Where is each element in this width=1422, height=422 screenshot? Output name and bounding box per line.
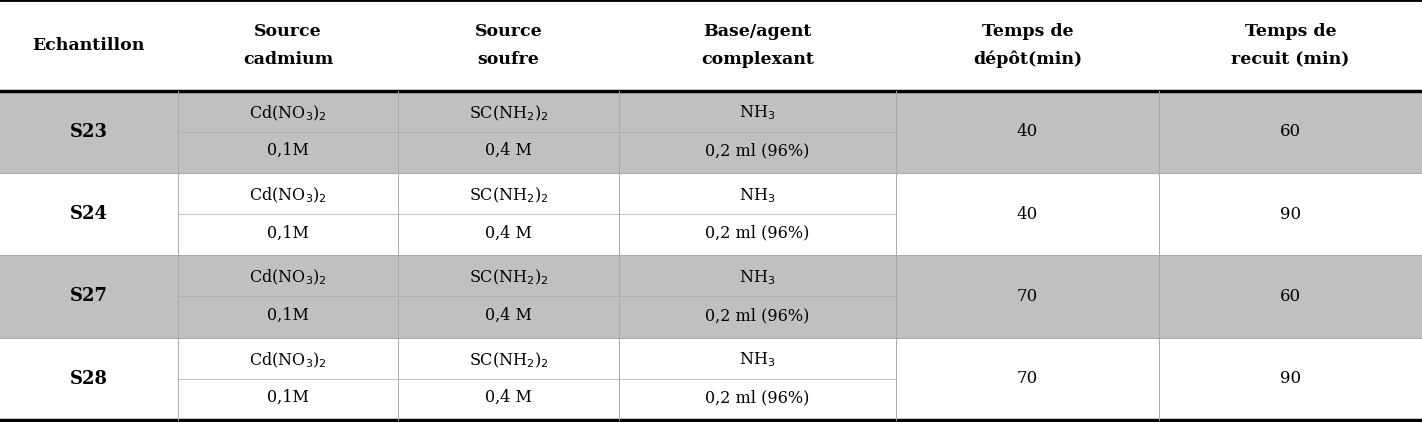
Bar <box>0 173 1422 255</box>
Text: 0,1M: 0,1M <box>267 142 309 159</box>
Bar <box>0 338 1422 420</box>
Text: Temps de
recuit (min): Temps de recuit (min) <box>1231 23 1349 68</box>
Text: Cd(NO$_3$)$_2$: Cd(NO$_3$)$_2$ <box>249 350 327 370</box>
Text: NH$_3$: NH$_3$ <box>739 103 775 122</box>
Text: S28: S28 <box>70 370 108 388</box>
Text: SC(NH$_2$)$_2$: SC(NH$_2$)$_2$ <box>469 103 547 123</box>
Text: SC(NH$_2$)$_2$: SC(NH$_2$)$_2$ <box>469 186 547 205</box>
Text: 70: 70 <box>1017 370 1038 387</box>
Text: 70: 70 <box>1017 288 1038 305</box>
Text: 0,1M: 0,1M <box>267 389 309 406</box>
Text: Cd(NO$_3$)$_2$: Cd(NO$_3$)$_2$ <box>249 103 327 123</box>
Text: Temps de
dépôt(min): Temps de dépôt(min) <box>973 23 1082 68</box>
Text: 0,4 M: 0,4 M <box>485 142 532 159</box>
Text: NH$_3$: NH$_3$ <box>739 268 775 287</box>
Text: 0,2 ml (96%): 0,2 ml (96%) <box>705 389 809 406</box>
Text: Base/agent
complexant: Base/agent complexant <box>701 23 813 68</box>
Text: 40: 40 <box>1017 123 1038 141</box>
Text: 0,1M: 0,1M <box>267 307 309 324</box>
Text: S27: S27 <box>70 287 108 306</box>
Text: NH$_3$: NH$_3$ <box>739 186 775 205</box>
Text: 0,4 M: 0,4 M <box>485 225 532 241</box>
Text: Source
cadmium: Source cadmium <box>243 23 333 68</box>
Bar <box>0 91 1422 173</box>
Text: 0,1M: 0,1M <box>267 225 309 241</box>
Text: 40: 40 <box>1017 206 1038 223</box>
Text: S23: S23 <box>70 123 108 141</box>
Text: 90: 90 <box>1280 206 1301 223</box>
Text: Cd(NO$_3$)$_2$: Cd(NO$_3$)$_2$ <box>249 268 327 287</box>
Text: 0,2 ml (96%): 0,2 ml (96%) <box>705 307 809 324</box>
Text: SC(NH$_2$)$_2$: SC(NH$_2$)$_2$ <box>469 268 547 287</box>
Text: 90: 90 <box>1280 370 1301 387</box>
Text: 0,2 ml (96%): 0,2 ml (96%) <box>705 225 809 241</box>
Text: S24: S24 <box>70 205 108 223</box>
Text: Source
soufre: Source soufre <box>475 23 542 68</box>
Text: SC(NH$_2$)$_2$: SC(NH$_2$)$_2$ <box>469 350 547 370</box>
Text: 0,4 M: 0,4 M <box>485 307 532 324</box>
Text: Echantillon: Echantillon <box>33 37 145 54</box>
Text: NH$_3$: NH$_3$ <box>739 350 775 369</box>
Bar <box>0 255 1422 338</box>
Text: Cd(NO$_3$)$_2$: Cd(NO$_3$)$_2$ <box>249 186 327 205</box>
Text: 0,4 M: 0,4 M <box>485 389 532 406</box>
Text: 60: 60 <box>1280 123 1301 141</box>
Text: 60: 60 <box>1280 288 1301 305</box>
Text: 0,2 ml (96%): 0,2 ml (96%) <box>705 142 809 159</box>
